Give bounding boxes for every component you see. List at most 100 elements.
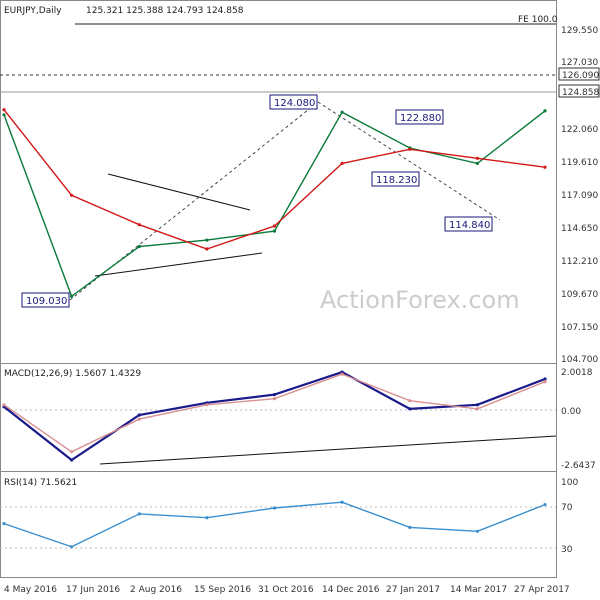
macd-trendline	[99, 435, 557, 465]
signal-point	[2, 403, 6, 407]
ohlc-readout: 125.321 125.388 124.793 124.858	[86, 6, 244, 16]
annotation-124080: 124.080	[269, 94, 318, 110]
dashed-level-box	[558, 67, 600, 81]
rsi-tick: 30	[561, 545, 573, 555]
date-tick: 4 May 2016	[4, 585, 57, 595]
price-tick: 117.090	[561, 191, 598, 201]
eurjpy-point	[543, 109, 547, 113]
macd-line	[3, 370, 546, 462]
annotation-109030: 109.030	[21, 292, 70, 308]
macd-tick: 2.0018	[561, 368, 593, 378]
dashed-level-value: 126.090	[562, 71, 599, 81]
signal-point	[340, 372, 344, 376]
svg-text:109.030: 109.030	[26, 296, 67, 307]
ma-point	[2, 108, 6, 112]
signal-point	[408, 399, 412, 403]
macd-point	[272, 393, 277, 397]
date-tick: 27 Apr 2017	[514, 585, 570, 595]
ma-point	[137, 223, 141, 227]
date-tick: 15 Sep 2016	[194, 585, 251, 595]
rsi-tick: 100	[561, 478, 578, 488]
date-tick: 27 Jan 2017	[386, 585, 440, 595]
annotation-114840: 114.840	[444, 216, 493, 232]
annotation-118230: 118.230	[371, 171, 420, 187]
rsi-pane-frame	[0, 471, 557, 578]
rsi-14-point	[137, 512, 141, 516]
macd-tick: 0.00	[561, 407, 581, 417]
annotation-122880: 122.880	[395, 109, 444, 125]
eurjpy-point	[272, 229, 277, 233]
date-axis: 4 May 2016 17 Jun 2016 2 Aug 2016 15 Sep…	[4, 585, 570, 595]
price-tick: 119.610	[561, 158, 598, 168]
triangle-lower-line	[94, 252, 263, 277]
date-tick: 2 Aug 2016	[130, 585, 182, 595]
macd-point	[475, 403, 479, 407]
rsi-14-point	[205, 516, 209, 520]
ma-point	[272, 224, 277, 228]
rsi-title: RSI(14) 71.5621	[4, 478, 77, 488]
macd-point	[137, 413, 141, 417]
eurjpy-point	[475, 161, 479, 165]
rsi-14-point	[272, 506, 277, 510]
date-tick: 14 Dec 2016	[322, 585, 380, 595]
svg-text:118.230: 118.230	[376, 175, 417, 186]
price-tick: 127.030	[561, 58, 598, 68]
macd-title: MACD(12,26,9) 1.5607 1.4329	[4, 369, 141, 379]
watermark: ActionForex.com	[320, 286, 520, 314]
symbol-title: EURJPY,Daily	[4, 6, 62, 16]
macd-point	[70, 458, 74, 462]
svg-text:114.840: 114.840	[449, 220, 490, 231]
price-axis: 129.550 127.030 126.090 124.858 122.060 …	[558, 26, 600, 365]
eurjpy-point	[2, 113, 6, 117]
signal-point	[137, 417, 141, 421]
eurjpy-line	[3, 110, 546, 298]
signal-point	[205, 403, 209, 407]
signal-point	[272, 397, 277, 401]
dashed-trend-up	[69, 101, 319, 301]
date-tick: 17 Jun 2016	[66, 585, 120, 595]
last-price-value: 124.858	[562, 88, 599, 98]
macd-pane-frame	[0, 363, 557, 472]
last-price-box	[558, 84, 600, 98]
macd-point	[408, 407, 412, 411]
rsi-14-point	[543, 503, 547, 507]
price-tick: 112.210	[561, 257, 598, 267]
triangle-upper-line	[107, 173, 251, 211]
rsi-14-point	[2, 522, 6, 526]
svg-text:124.080: 124.080	[274, 98, 315, 109]
macd-point	[543, 377, 547, 381]
signal-line	[3, 373, 546, 453]
ma-point	[205, 247, 209, 251]
price-tick: 122.060	[561, 125, 598, 135]
date-tick: 14 Mar 2017	[450, 585, 507, 595]
rsi-14-point	[475, 529, 479, 533]
eurjpy-point	[137, 244, 141, 249]
ma-point	[408, 147, 412, 151]
rsi-tick: 70	[561, 503, 573, 513]
price-tick: 107.150	[561, 323, 598, 333]
rsi-14-point	[340, 500, 344, 504]
svg-text:122.880: 122.880	[400, 113, 441, 124]
signal-point	[475, 407, 479, 411]
dashed-trend-down	[317, 101, 501, 221]
rsi-14-point	[70, 545, 74, 549]
signal-point	[70, 450, 74, 454]
ma-point	[340, 161, 344, 165]
eurjpy-point	[340, 110, 344, 114]
fe-level-label: FE 100.0	[518, 15, 558, 25]
date-tick: 31 Oct 2016	[258, 585, 314, 595]
macd-tick: -2.6437	[561, 461, 596, 471]
eurjpy-point	[70, 294, 74, 298]
rsi-14-point	[408, 525, 412, 530]
price-tick: 109.670	[561, 290, 598, 300]
ma-point	[543, 165, 547, 169]
price-tick: 114.650	[561, 224, 598, 234]
price-tick: 104.700	[561, 355, 598, 365]
ma-point	[475, 156, 479, 160]
price-tick: 129.550	[561, 26, 598, 36]
eurjpy-point	[205, 238, 209, 242]
chart-marks	[2, 108, 547, 549]
signal-point	[543, 380, 547, 384]
